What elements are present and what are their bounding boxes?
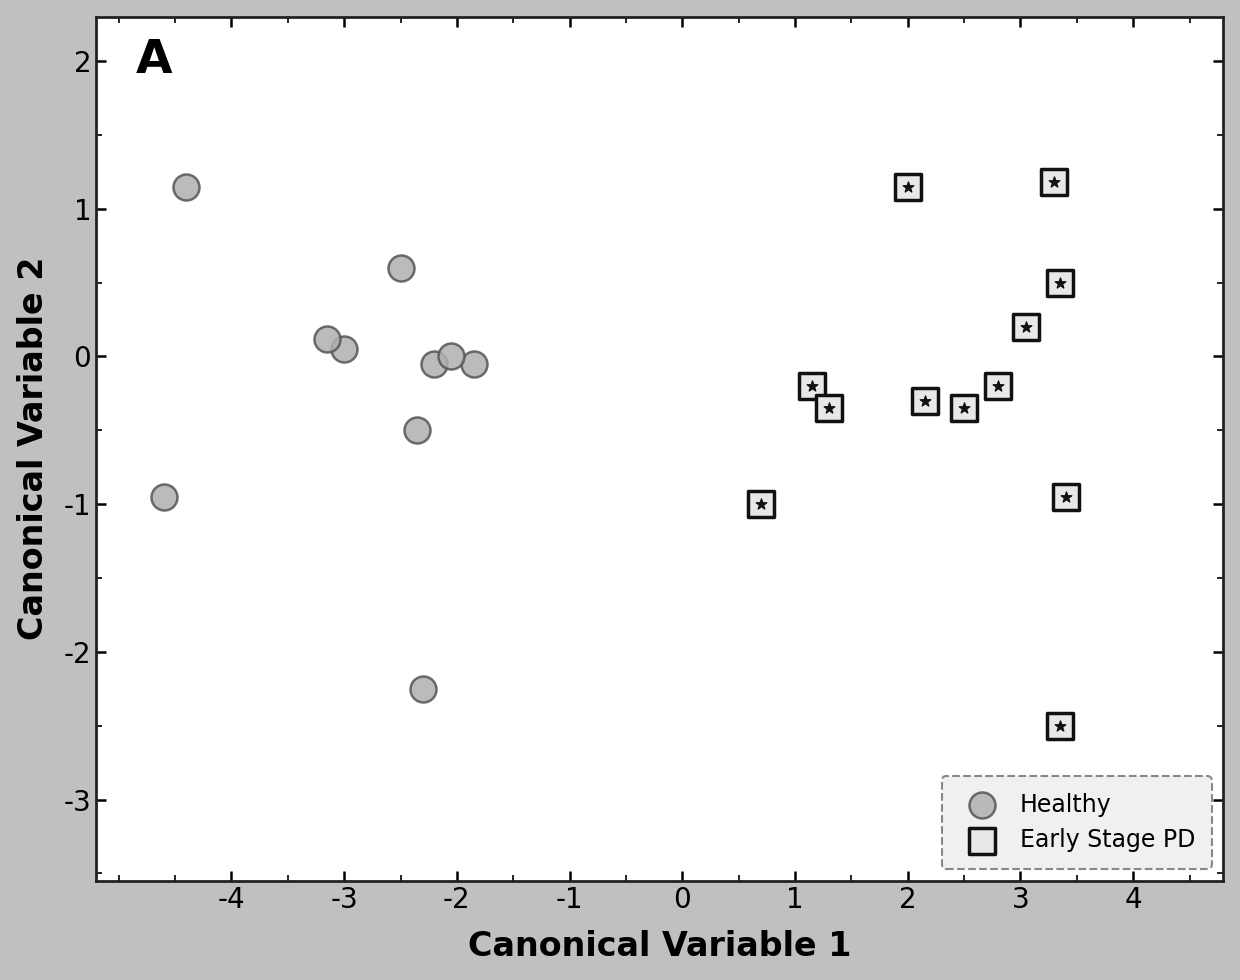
Early Stage PD — [1050, 718, 1070, 734]
Healthy — [154, 489, 174, 505]
Early Stage PD — [954, 400, 973, 416]
Point — [1016, 319, 1035, 335]
Early Stage PD — [988, 378, 1008, 394]
Early Stage PD — [915, 393, 935, 409]
Healthy — [441, 349, 461, 365]
Point — [1055, 489, 1075, 505]
Early Stage PD — [1016, 319, 1035, 335]
Early Stage PD — [1044, 174, 1064, 190]
Text: A: A — [135, 38, 172, 83]
Point — [915, 393, 935, 409]
Healthy — [335, 341, 355, 357]
Healthy — [408, 422, 428, 438]
Point — [898, 178, 918, 194]
Point — [988, 378, 1008, 394]
Healthy — [464, 356, 484, 371]
Healthy — [391, 260, 410, 275]
Healthy — [413, 681, 433, 697]
Early Stage PD — [802, 378, 822, 394]
Early Stage PD — [1050, 274, 1070, 290]
Point — [954, 400, 973, 416]
Point — [1044, 174, 1064, 190]
Healthy — [176, 178, 196, 194]
Early Stage PD — [751, 496, 771, 512]
Early Stage PD — [1055, 489, 1075, 505]
Legend: Healthy, Early Stage PD: Healthy, Early Stage PD — [941, 776, 1211, 869]
Point — [818, 400, 838, 416]
Point — [802, 378, 822, 394]
Point — [1050, 274, 1070, 290]
X-axis label: Canonical Variable 1: Canonical Variable 1 — [467, 930, 852, 963]
Healthy — [424, 356, 444, 371]
Healthy — [317, 331, 337, 347]
Early Stage PD — [818, 400, 838, 416]
Early Stage PD — [898, 178, 918, 194]
Point — [751, 496, 771, 512]
Point — [1050, 718, 1070, 734]
Y-axis label: Canonical Variable 2: Canonical Variable 2 — [16, 257, 50, 640]
